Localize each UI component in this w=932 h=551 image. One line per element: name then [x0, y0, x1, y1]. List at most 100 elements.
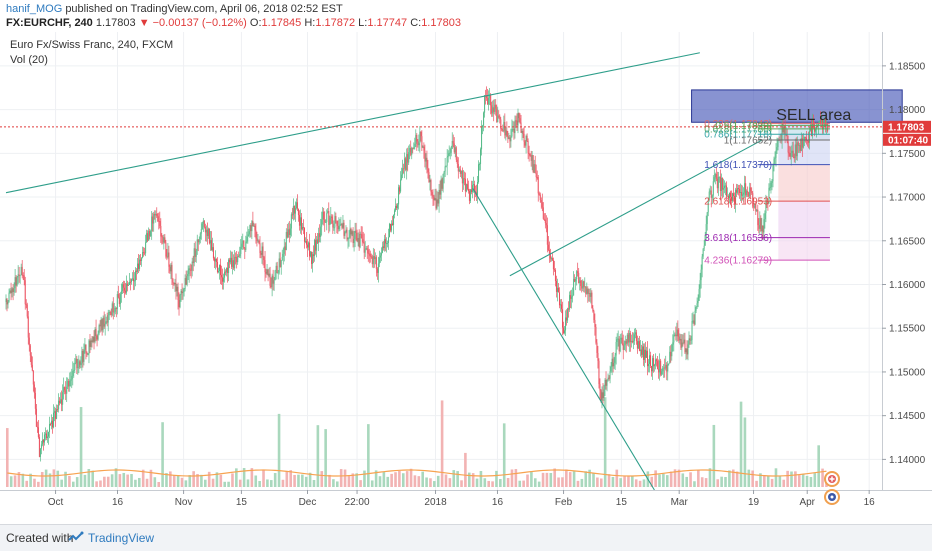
candle-body [671, 344, 673, 357]
candle-body [359, 233, 361, 248]
candle-body [182, 292, 184, 294]
volume-bar [285, 471, 289, 487]
candle-body [46, 436, 48, 438]
volume-bar [778, 475, 782, 487]
candle-body [679, 338, 681, 341]
candle-body [614, 355, 616, 363]
candle-body [465, 184, 467, 192]
candle-body [290, 214, 292, 229]
candle-body [400, 179, 402, 192]
tradingview-brand-link[interactable]: TradingView [88, 531, 155, 545]
volume-bar [87, 469, 91, 487]
candle-body [559, 304, 561, 306]
tradingview-logo-icon[interactable] [68, 531, 84, 543]
candle-body [275, 265, 277, 271]
candle-body [631, 340, 633, 343]
candle-body [815, 126, 817, 130]
candle-body [519, 118, 521, 123]
volume-bar [370, 480, 374, 487]
candle-body [291, 214, 293, 216]
candle-body [434, 198, 436, 201]
candle-body [24, 280, 26, 305]
candle-body [55, 411, 57, 419]
candle-body [327, 210, 329, 214]
candle-body [219, 264, 221, 271]
fib-level-label: 0.236(1.17843) [704, 119, 772, 130]
candle-body [6, 298, 8, 305]
candle-body [528, 152, 530, 154]
volume-bar [68, 475, 71, 487]
candle-body [299, 217, 301, 226]
volume-bar [394, 472, 397, 487]
volume-bar [188, 475, 192, 487]
candle-body [563, 327, 565, 334]
price-axis[interactable]: 1.18500 1.18000 1.17500 1.17000 1.16500 1.160… [882, 61, 926, 466]
candle-body [226, 267, 228, 273]
volume-bar [425, 477, 428, 487]
candle-body [416, 135, 418, 142]
candle-body [796, 142, 798, 157]
candle-body [131, 278, 133, 280]
volume-bar [638, 480, 642, 487]
candle-body [126, 283, 128, 286]
candle-body [170, 264, 172, 272]
candle-body [321, 219, 323, 227]
candle-body [421, 136, 423, 148]
candle-body [630, 340, 632, 343]
candle-body [332, 223, 334, 228]
close-label: C: [410, 17, 422, 29]
candle-body [790, 152, 792, 157]
candle-body [279, 258, 281, 268]
candle-body [342, 222, 344, 228]
candle-body [93, 336, 95, 342]
candle-body [371, 256, 373, 265]
volume-bar [277, 413, 281, 487]
candle-body [814, 129, 816, 132]
candle-body [184, 278, 186, 290]
candle-body [196, 239, 198, 251]
candle-body [329, 217, 331, 225]
candle-body [414, 143, 416, 148]
candle-body [260, 253, 262, 255]
candle-body [667, 363, 669, 372]
candle-body [280, 260, 282, 268]
volume-bar [665, 475, 669, 487]
settings-icon[interactable] [824, 489, 840, 505]
candle-body [690, 340, 692, 341]
candle-body [710, 190, 712, 198]
volume-bar [766, 475, 770, 487]
candle-body [483, 112, 485, 126]
candle-body [355, 230, 357, 233]
candle-body [310, 251, 312, 257]
candle-body [18, 274, 20, 276]
volume-bar [452, 470, 456, 487]
volume-bar [759, 473, 762, 487]
candle-body [809, 124, 811, 131]
volume-bar [312, 480, 316, 487]
candle-body [714, 174, 716, 178]
author-link[interactable]: hanif_MOG [6, 3, 63, 15]
candle-body [646, 350, 648, 358]
candle-body [83, 349, 85, 362]
price-chart[interactable]: 0.236(1.17843)0.5(1.17820)0.618(1.17780)… [0, 32, 932, 524]
candle-body [607, 377, 609, 380]
candle-body [672, 342, 674, 345]
candle-body [37, 427, 39, 438]
zoom-in-icon[interactable] [824, 471, 840, 487]
candle-body [597, 352, 599, 361]
candle-body [368, 253, 370, 255]
candle-body [687, 344, 689, 355]
candle-body [205, 229, 207, 233]
candle-body [706, 212, 708, 225]
candle-body [52, 420, 54, 428]
y-tick-label: 1.16500 [889, 236, 926, 247]
candle-body [733, 193, 735, 197]
candle-body [71, 375, 73, 380]
candle-body [578, 272, 580, 284]
candle-body [623, 345, 625, 350]
candle-body [624, 341, 626, 346]
candle-body [82, 350, 84, 362]
time-axis[interactable]: Oct 16 Nov 15 Dec 22:00 2018 16 Feb 15 Mar 19 Apr 16 [48, 490, 875, 508]
candle-body [543, 218, 545, 220]
candle-body [746, 191, 748, 196]
